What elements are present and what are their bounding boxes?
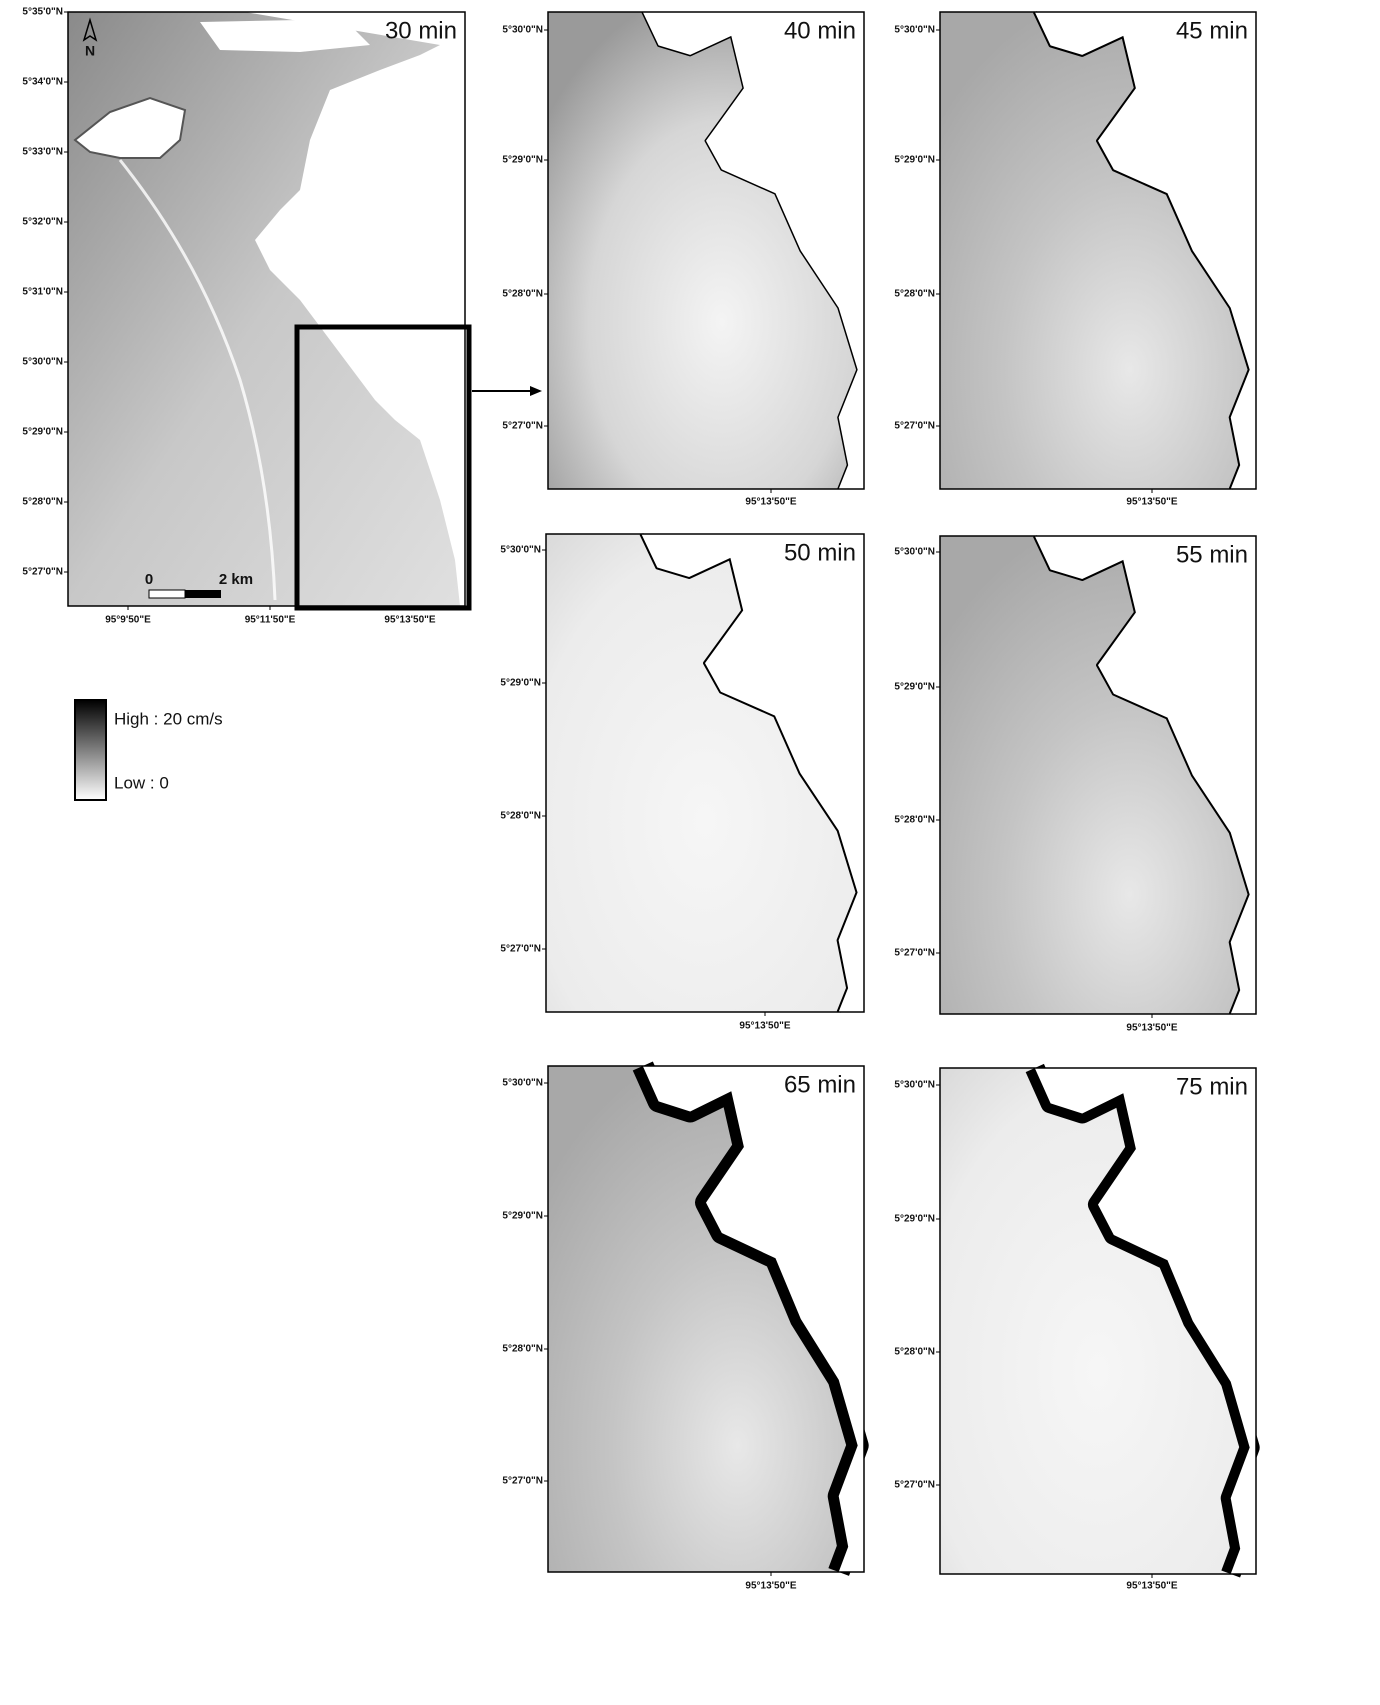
y-label: 5°29'0"N bbox=[894, 682, 935, 693]
legend-ramp bbox=[75, 700, 106, 800]
y-label: 5°27'0"N bbox=[22, 567, 63, 578]
y-label: 5°28'0"N bbox=[502, 1344, 543, 1355]
x-label: 95°9'50"E bbox=[105, 615, 151, 626]
y-label: 5°27'0"N bbox=[502, 421, 543, 432]
arrow-head bbox=[530, 386, 542, 396]
y-label: 5°35'0"N bbox=[22, 7, 63, 18]
y-label: 5°32'0"N bbox=[22, 217, 63, 228]
y-label: 5°27'0"N bbox=[502, 1476, 543, 1487]
legend-high: High : 20 cm/s bbox=[114, 709, 223, 728]
y-label: 5°29'0"N bbox=[502, 1211, 543, 1222]
y-label: 5°28'0"N bbox=[894, 289, 935, 300]
y-label: 5°27'0"N bbox=[894, 1480, 935, 1491]
y-label: 5°30'0"N bbox=[502, 1078, 543, 1089]
x-label: 95°13'50"E bbox=[1126, 1581, 1177, 1592]
x-label: 95°13'50"E bbox=[745, 497, 796, 508]
x-label: 95°13'50"E bbox=[384, 615, 435, 626]
y-label: 5°29'0"N bbox=[22, 427, 63, 438]
panel-title: 55 min bbox=[1176, 541, 1248, 568]
y-label: 5°31'0"N bbox=[22, 287, 63, 298]
y-label: 5°28'0"N bbox=[500, 811, 541, 822]
y-label: 5°27'0"N bbox=[500, 944, 541, 955]
y-label: 5°30'0"N bbox=[500, 545, 541, 556]
y-label: 5°28'0"N bbox=[894, 1347, 935, 1358]
figure: N 0 2 km High : 20 cm/s Low : 0 30 min 5°… bbox=[0, 0, 1380, 1705]
scale-label: 0 bbox=[145, 571, 153, 588]
scale-bar bbox=[149, 590, 185, 598]
y-label: 5°30'0"N bbox=[894, 25, 935, 36]
y-label: 5°28'0"N bbox=[894, 815, 935, 826]
panel-title: 30 min bbox=[385, 17, 457, 44]
y-label: 5°29'0"N bbox=[502, 155, 543, 166]
scale-label: 2 km bbox=[219, 571, 253, 588]
panel-title: 50 min bbox=[784, 539, 856, 566]
x-label: 95°13'50"E bbox=[739, 1021, 790, 1032]
y-label: 5°28'0"N bbox=[22, 497, 63, 508]
y-label: 5°34'0"N bbox=[22, 77, 63, 88]
y-label: 5°30'0"N bbox=[22, 357, 63, 368]
y-label: 5°30'0"N bbox=[894, 547, 935, 558]
panel-title: 65 min bbox=[784, 1071, 856, 1098]
panel-title: 75 min bbox=[1176, 1073, 1248, 1100]
y-label: 5°28'0"N bbox=[502, 289, 543, 300]
scale-bar bbox=[185, 590, 221, 598]
legend-low: Low : 0 bbox=[114, 773, 169, 792]
y-label: 5°30'0"N bbox=[894, 1080, 935, 1091]
x-label: 95°13'50"E bbox=[1126, 1023, 1177, 1034]
x-label: 95°11'50"E bbox=[245, 615, 296, 626]
x-label: 95°13'50"E bbox=[745, 1581, 796, 1592]
panel-title: 40 min bbox=[784, 17, 856, 44]
panel-title: 45 min bbox=[1176, 17, 1248, 44]
y-label: 5°29'0"N bbox=[894, 155, 935, 166]
x-label: 95°13'50"E bbox=[1126, 497, 1177, 508]
y-label: 5°27'0"N bbox=[894, 948, 935, 959]
north-label: N bbox=[85, 43, 95, 59]
y-label: 5°27'0"N bbox=[894, 421, 935, 432]
y-label: 5°30'0"N bbox=[502, 25, 543, 36]
y-label: 5°29'0"N bbox=[500, 678, 541, 689]
y-label: 5°33'0"N bbox=[22, 147, 63, 158]
y-label: 5°29'0"N bbox=[894, 1214, 935, 1225]
